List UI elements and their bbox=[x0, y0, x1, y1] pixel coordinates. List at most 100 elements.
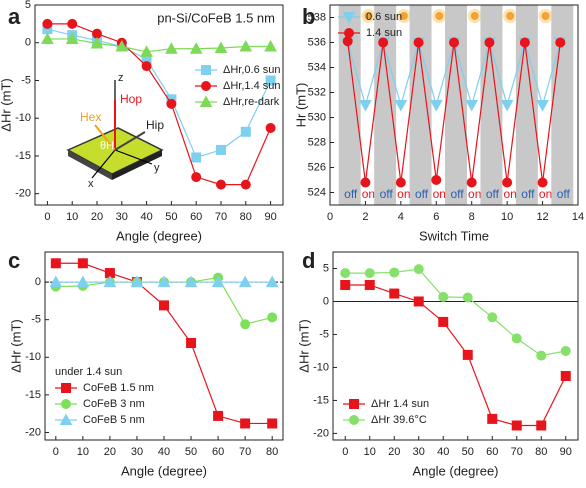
sun-icon bbox=[470, 12, 479, 20]
state-label: on bbox=[433, 187, 446, 201]
legend-label: ΔHr,0.6 sun bbox=[223, 64, 281, 76]
x-tick-label: 10 bbox=[364, 446, 376, 458]
x-tick-label: 50 bbox=[185, 446, 197, 458]
marker bbox=[462, 292, 473, 303]
legend-marker bbox=[349, 399, 359, 409]
marker bbox=[511, 333, 522, 344]
marker bbox=[42, 18, 53, 29]
marker bbox=[560, 345, 571, 356]
marker bbox=[536, 100, 549, 112]
marker bbox=[438, 291, 449, 302]
x-tick-label: 40 bbox=[437, 446, 449, 458]
series-line bbox=[345, 268, 566, 357]
x-tick-label: 0 bbox=[342, 446, 348, 458]
x-tick-label: 6 bbox=[433, 211, 439, 223]
sun-icon bbox=[399, 12, 408, 20]
marker bbox=[238, 275, 252, 288]
y-tick-label: 532 bbox=[308, 86, 326, 98]
marker bbox=[240, 319, 251, 330]
series-line bbox=[47, 38, 271, 53]
x-tick-label: 70 bbox=[215, 211, 227, 223]
x-tick-label: 8 bbox=[469, 211, 475, 223]
x-tick-label: 14 bbox=[572, 211, 584, 223]
state-label: off bbox=[450, 187, 464, 201]
marker bbox=[413, 264, 424, 275]
x-tick-label: 70 bbox=[511, 446, 523, 458]
y-axis-label: Hr (mT) bbox=[293, 83, 308, 128]
inset-label: z bbox=[118, 72, 124, 84]
marker bbox=[159, 300, 169, 311]
x-tick-label: 10 bbox=[66, 211, 78, 223]
marker bbox=[466, 177, 477, 188]
marker bbox=[431, 175, 442, 185]
x-tick-label: 0 bbox=[44, 211, 50, 223]
x-tick-label: 40 bbox=[140, 211, 152, 223]
legend-marker bbox=[61, 399, 71, 409]
x-tick-label: 70 bbox=[239, 446, 251, 458]
marker bbox=[115, 39, 129, 52]
marker bbox=[265, 123, 276, 134]
x-axis-label: Angle (degree) bbox=[116, 228, 202, 243]
marker bbox=[395, 177, 406, 188]
x-tick-label: 60 bbox=[486, 446, 498, 458]
legend-marker bbox=[349, 415, 359, 425]
marker bbox=[519, 37, 530, 48]
marker bbox=[413, 296, 424, 307]
sun-icon bbox=[541, 12, 550, 20]
marker bbox=[239, 39, 253, 52]
inset-label: y bbox=[154, 162, 160, 174]
x-tick-label: 10 bbox=[501, 211, 513, 223]
legend-label: ΔHr,1.4 sun bbox=[223, 80, 281, 92]
y-tick-label: -20 bbox=[25, 426, 41, 438]
legend-label: CoFeB 3 nm bbox=[83, 398, 145, 410]
off-band bbox=[409, 5, 432, 205]
state-label: off bbox=[486, 187, 500, 201]
legend-marker bbox=[199, 95, 213, 107]
x-tick-label: 4 bbox=[398, 211, 404, 223]
y-axis-label: ΔHr (mT) bbox=[0, 78, 13, 131]
x-tick-label: 12 bbox=[536, 211, 548, 223]
marker bbox=[189, 42, 203, 54]
marker bbox=[413, 37, 424, 48]
x-tick-label: 90 bbox=[264, 211, 276, 223]
x-tick-label: 90 bbox=[560, 446, 572, 458]
x-axis-label: Angle (degree) bbox=[413, 463, 499, 478]
marker bbox=[462, 349, 473, 360]
marker bbox=[211, 275, 225, 288]
marker bbox=[216, 179, 226, 190]
x-tick-label: 50 bbox=[462, 446, 474, 458]
y-tick-label: -15 bbox=[313, 394, 329, 406]
marker bbox=[90, 36, 104, 49]
x-tick-label: 20 bbox=[388, 446, 400, 458]
plot-frame bbox=[329, 4, 579, 206]
y-tick-label: -5 bbox=[21, 74, 31, 86]
x-tick-label: 30 bbox=[116, 211, 128, 223]
marker bbox=[484, 37, 495, 48]
x-tick-label: 2 bbox=[362, 211, 368, 223]
y-tick-label: 5 bbox=[323, 262, 329, 274]
marker bbox=[213, 410, 224, 421]
marker bbox=[500, 100, 514, 112]
marker bbox=[555, 37, 566, 48]
x-axis-label: Switch Time bbox=[419, 228, 489, 243]
marker bbox=[214, 41, 228, 54]
marker bbox=[342, 36, 353, 47]
y-tick-label: -15 bbox=[15, 150, 31, 162]
marker bbox=[264, 39, 277, 52]
x-tick-label: 20 bbox=[91, 211, 103, 223]
inset: z Hop Hex Hip θH x y bbox=[66, 72, 164, 190]
legend-marker bbox=[59, 413, 73, 425]
marker bbox=[438, 316, 449, 327]
marker bbox=[511, 420, 522, 431]
marker bbox=[340, 279, 351, 290]
marker bbox=[502, 177, 513, 188]
off-band bbox=[515, 5, 538, 205]
x-tick-label: 80 bbox=[240, 211, 252, 223]
marker bbox=[157, 275, 171, 288]
plot-frame bbox=[332, 251, 579, 441]
marker bbox=[240, 418, 251, 429]
marker bbox=[364, 268, 375, 279]
y-tick-label: -10 bbox=[313, 361, 329, 373]
chart-title: pn-Si/CoFeB 1.5 nm bbox=[157, 10, 275, 25]
